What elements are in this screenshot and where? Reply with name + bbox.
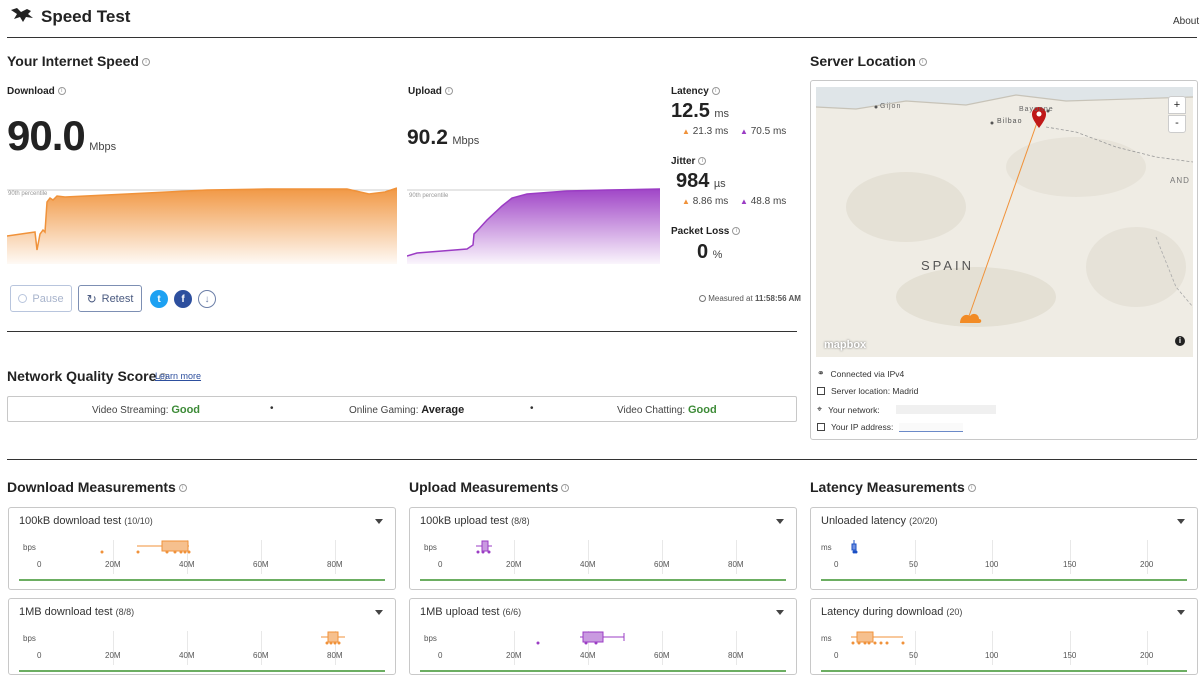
latency-value: 12.5 ms	[671, 100, 730, 122]
chevron-down-icon[interactable]	[1177, 519, 1185, 524]
latency-up: ▲ 70.5 ms	[740, 126, 787, 137]
download-results-button[interactable]: ↓	[198, 290, 216, 308]
speed-section-title: Your Internet Speed i	[7, 53, 150, 69]
pause-button[interactable]: Pause	[10, 285, 72, 312]
info-icon[interactable]: i	[178, 484, 187, 493]
jitter-down: ▲ 8.86 ms	[682, 196, 729, 207]
app-title: Speed Test	[41, 7, 131, 26]
boxplot	[536, 631, 625, 645]
jitter-value: 984 µs	[676, 170, 726, 192]
info-icon[interactable]: i	[57, 87, 66, 96]
learn-more-link[interactable]: Learn more	[155, 371, 202, 381]
info-icon[interactable]: i	[918, 58, 927, 67]
packet-loss-label: Packet Loss i	[671, 226, 741, 237]
id-card-icon	[817, 423, 825, 431]
map-zoom-in-button[interactable]: +	[1168, 96, 1186, 114]
upload-value: 90.2 Mbps	[407, 126, 480, 149]
quality-video-chatting: Video Chatting: Good	[617, 404, 717, 416]
map-country-label: SPAIN	[921, 258, 975, 273]
measurement-card-unloaded-latency[interactable]: Unloaded latency (20/20) ms 0 50 100 150…	[810, 507, 1198, 590]
chevron-down-icon[interactable]	[776, 519, 784, 524]
map-city-label: Bilbao	[997, 118, 1023, 125]
map-city-label: Bayonne	[1019, 106, 1054, 113]
download-arrow-icon: ▲	[682, 197, 690, 206]
download-measurements-title: Download Measurements i	[7, 479, 187, 495]
app-logo-icon	[9, 6, 35, 24]
upload-label: Upload i	[408, 86, 453, 97]
jitter-up: ▲ 48.8 ms	[740, 196, 787, 207]
upload-arrow-icon: ▲	[740, 127, 748, 136]
packet-loss-value: 0 %	[697, 241, 723, 263]
upload-measurements-title: Upload Measurements i	[409, 479, 570, 495]
server-panel	[810, 80, 1198, 440]
info-icon[interactable]: i	[444, 87, 453, 96]
download-label: Download i	[7, 86, 66, 97]
jitter-label: Jitter i	[671, 156, 707, 167]
download-value: 90.0 Mbps	[7, 112, 117, 159]
facebook-share-button[interactable]: f	[174, 290, 192, 308]
latency-down: ▲ 21.3 ms	[682, 126, 729, 137]
server-section-title: Server Location i	[810, 53, 927, 69]
download-chart	[6, 182, 398, 264]
retest-button[interactable]: ↻ Retest	[78, 285, 142, 312]
upload-percentile-label: 90th percentile	[409, 193, 449, 199]
download-arrow-icon: ▲	[682, 127, 690, 136]
info-icon[interactable]: i	[159, 373, 168, 382]
measurement-card-1mb-upload[interactable]: 1MB upload test (6/6) bps 0 20M 40M 60M …	[409, 598, 797, 675]
chevron-down-icon[interactable]	[375, 610, 383, 615]
quality-online-gaming: Online Gaming: Average	[349, 404, 465, 416]
boxplot	[100, 540, 191, 554]
pause-icon	[18, 294, 28, 303]
chevron-down-icon[interactable]	[776, 610, 784, 615]
boxplot	[476, 540, 492, 554]
info-icon[interactable]: i	[561, 484, 570, 493]
your-network: ⌖ Your network:	[817, 404, 996, 415]
latency-label: Latency i	[671, 86, 720, 97]
network-icon: ⚭	[817, 368, 825, 378]
map-city-label: Gijon	[880, 103, 902, 110]
your-ip: Your IP address:	[817, 422, 964, 432]
info-icon[interactable]: i	[698, 157, 707, 166]
upload-arrow-icon: ▲	[740, 197, 748, 206]
quality-bar: Video Streaming: Good • Online Gaming: A…	[7, 396, 797, 422]
chevron-down-icon[interactable]	[375, 519, 383, 524]
measurement-card-1mb-download[interactable]: 1MB download test (8/8) bps 0 20M 40M 60…	[8, 598, 396, 675]
info-icon[interactable]: i	[967, 484, 976, 493]
info-icon[interactable]: i	[732, 227, 741, 236]
map-info-button[interactable]: i	[1175, 336, 1185, 346]
mapbox-logo: mapbox	[824, 339, 867, 351]
latency-measurements-title: Latency Measurements i	[810, 479, 976, 495]
map-edge-label: AND	[1170, 176, 1190, 185]
boxplot	[851, 540, 858, 554]
connected-via: ⚭ Connected via IPv4	[817, 368, 905, 379]
info-icon[interactable]: i	[141, 58, 150, 67]
refresh-icon: ↻	[86, 291, 97, 306]
quality-section-title: Network Quality Score i	[7, 368, 168, 384]
chevron-down-icon[interactable]	[1177, 610, 1185, 615]
twitter-share-button[interactable]: t	[150, 290, 168, 308]
upload-chart	[406, 182, 661, 264]
download-percentile-label: 90th percentile	[8, 191, 48, 197]
location-pin-icon: ⌖	[817, 404, 823, 414]
measured-at: Measured at 11:58:56 AM	[699, 294, 801, 303]
server-location: Server location: Madrid	[817, 386, 918, 396]
measurement-card-100kb-upload[interactable]: 100kB upload test (8/8) bps 0 20M 40M 60…	[409, 507, 797, 590]
quality-video-streaming: Video Streaming: Good	[92, 404, 201, 416]
server-icon	[817, 387, 825, 395]
clock-icon	[699, 295, 706, 303]
about-link[interactable]: About	[1173, 16, 1200, 27]
server-map[interactable]	[816, 87, 1193, 357]
boxplot	[851, 631, 905, 645]
measurement-card-100kb-download[interactable]: 100kB download test (10/10) bps 0 20M 40…	[8, 507, 396, 590]
map-zoom-out-button[interactable]: -	[1168, 115, 1186, 133]
measurement-card-latency-during-download[interactable]: Latency during download (20) ms 0 50 100…	[810, 598, 1198, 675]
boxplot	[321, 631, 345, 645]
info-icon[interactable]: i	[711, 87, 720, 96]
